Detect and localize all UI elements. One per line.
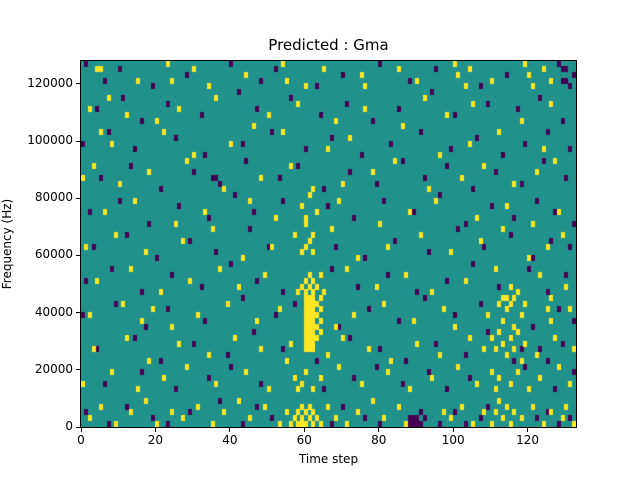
x-tick-mark (303, 428, 305, 432)
x-tick-mark (378, 428, 380, 432)
y-tick-label: 0 (65, 419, 73, 433)
y-tick-label: 60000 (34, 247, 73, 262)
x-tick-label: 80 (371, 433, 387, 447)
x-tick-label: 20 (147, 433, 164, 447)
y-tick-mark (76, 426, 80, 428)
y-tick-label: 120000 (27, 75, 73, 90)
y-tick-label: 40000 (34, 304, 73, 319)
x-tick-label: 40 (222, 433, 238, 447)
y-tick-mark (76, 140, 80, 142)
y-tick-mark (76, 369, 80, 371)
plot-area (80, 60, 577, 428)
x-tick-mark (154, 428, 156, 432)
x-tick-label: 0 (77, 433, 85, 447)
heatmap-canvas (81, 61, 576, 427)
x-tick-label: 60 (296, 433, 312, 447)
x-tick-label: 100 (441, 433, 465, 447)
y-axis-label: Frequency (Hz) (0, 198, 14, 290)
y-tick-label: 20000 (34, 361, 73, 376)
y-tick-label: 100000 (27, 133, 73, 148)
x-tick-mark (229, 428, 231, 432)
y-tick-mark (76, 312, 80, 314)
y-tick-mark (76, 83, 80, 85)
chart-title: Predicted : Gma (268, 36, 389, 54)
x-tick-label: 120 (516, 433, 540, 447)
x-tick-mark (452, 428, 454, 432)
x-tick-mark (527, 428, 529, 432)
x-tick-mark (80, 428, 82, 432)
y-tick-label: 80000 (34, 190, 73, 205)
y-tick-mark (76, 197, 80, 199)
x-axis-label: Time step (298, 452, 359, 466)
y-tick-mark (76, 254, 80, 256)
